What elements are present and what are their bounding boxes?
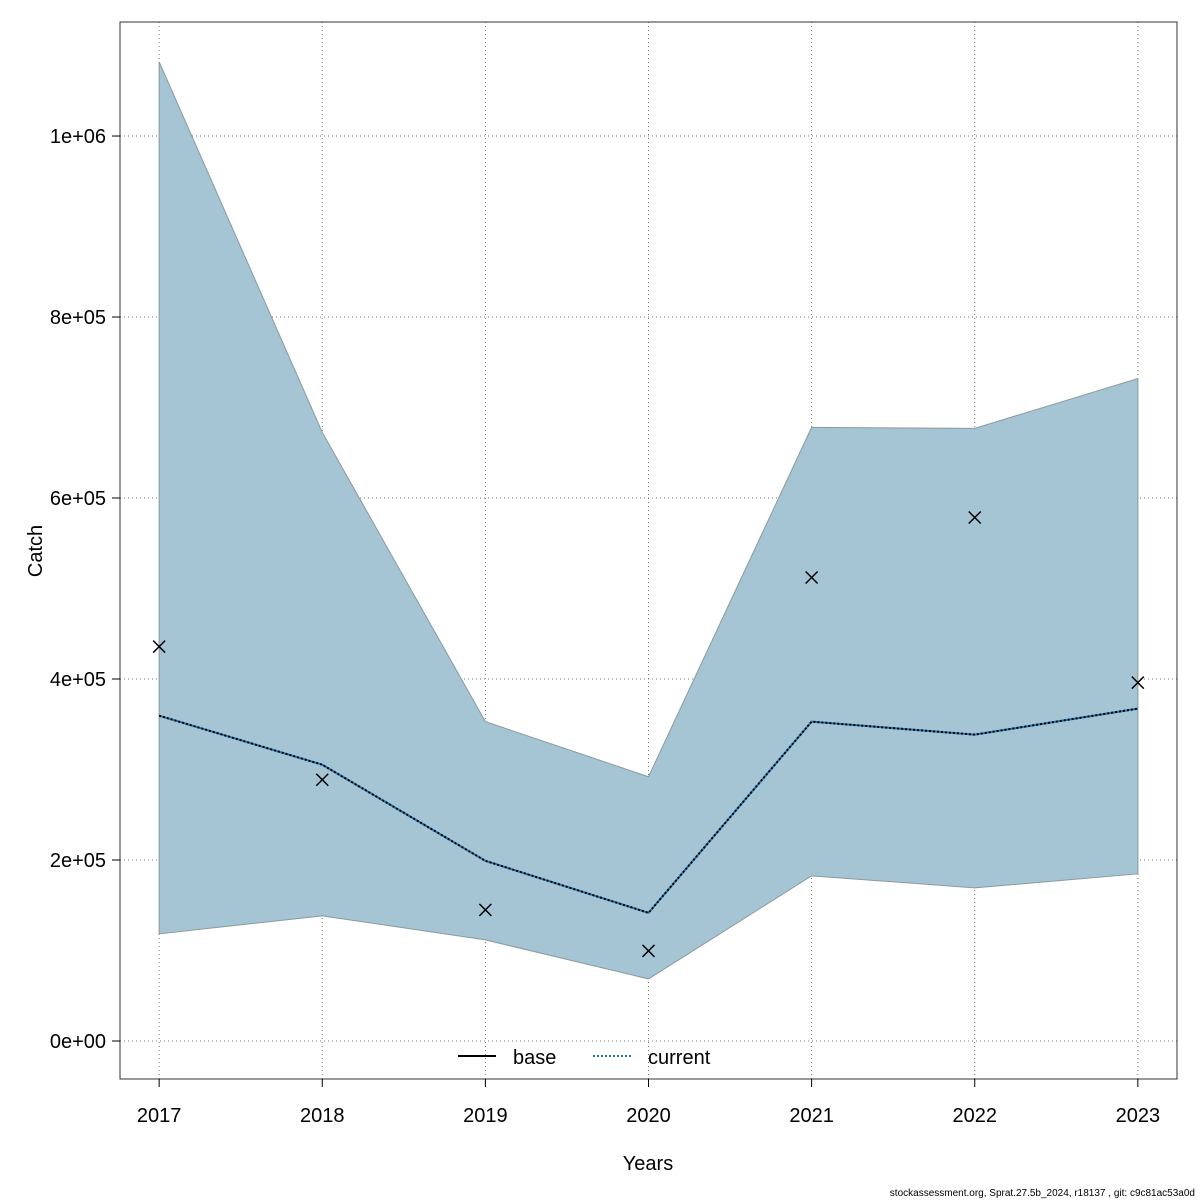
legend-current-label: current	[648, 1047, 711, 1069]
x-axis-label: Years	[623, 1153, 673, 1175]
y-tick-label: 2e+05	[50, 850, 106, 872]
y-axis: 0e+00 2e+05 4e+05 6e+05 8e+05 1e+06	[50, 126, 120, 1053]
observed-point	[641, 944, 656, 958]
footer-credit: stockassessment.org, Sprat.27.5b_2024, r…	[890, 1188, 1195, 1199]
series-lines	[158, 707, 1139, 915]
y-tick-label: 6e+05	[50, 488, 106, 510]
y-tick-label: 0e+00	[50, 1031, 106, 1053]
y-tick-label: 1e+06	[50, 126, 106, 148]
observed-points	[152, 510, 1145, 958]
observed-point	[968, 510, 982, 524]
y-tick-label: 8e+05	[50, 307, 106, 329]
observed-point	[1131, 676, 1145, 690]
legend: base current	[458, 1047, 711, 1069]
y-axis-label: Catch	[25, 525, 47, 577]
confidence-band	[158, 61, 1139, 980]
x-tick-label: 2020	[626, 1105, 671, 1127]
x-tick-label: 2017	[137, 1105, 182, 1127]
x-tick-label: 2021	[789, 1105, 834, 1127]
observed-point	[152, 640, 166, 654]
legend-base-label: base	[513, 1047, 556, 1069]
confidence-band-area	[158, 61, 1139, 980]
x-tick-label: 2023	[1116, 1105, 1161, 1127]
observed-point	[478, 903, 492, 917]
observed-point	[315, 773, 329, 787]
y-tick-label: 4e+05	[50, 669, 106, 691]
x-tick-label: 2019	[463, 1105, 508, 1127]
observed-point	[805, 570, 819, 584]
x-tick-label: 2018	[300, 1105, 345, 1127]
x-axis: 2017 2018 2019 2020 2021 2022 2023	[137, 1079, 1160, 1127]
current-line	[158, 707, 1139, 915]
x-tick-label: 2022	[952, 1105, 997, 1127]
